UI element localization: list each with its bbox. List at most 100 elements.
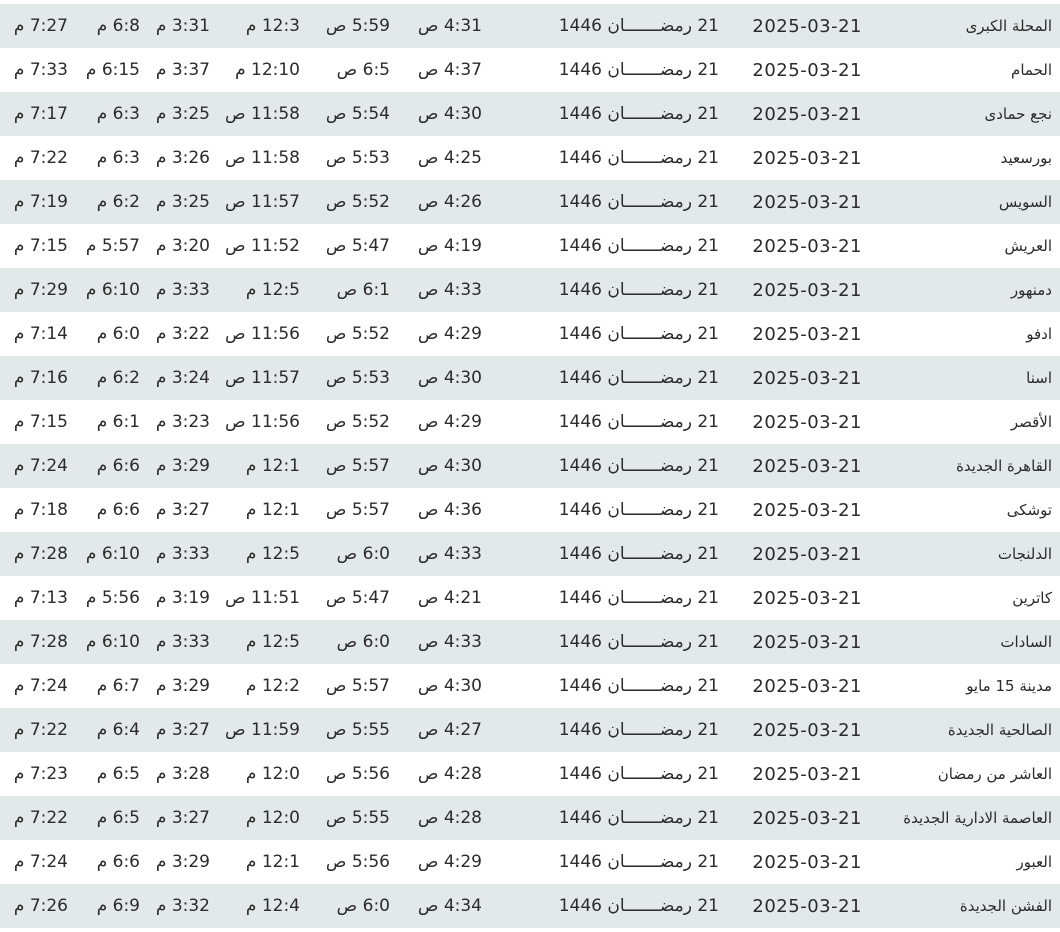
dhuhr-time-cell: 12:10 م (235, 60, 300, 80)
gregorian-date-cell: 2025-03-21 (752, 587, 862, 609)
maghrib-time-cell: 6:5 م (96, 764, 140, 784)
dhuhr-time-cell: 11:51 ص (225, 588, 300, 608)
maghrib-time-cell: 6:5 م (96, 808, 140, 828)
isha-time-cell: 7:13 م (13, 588, 68, 608)
dhuhr-time-cell: 11:56 ص (225, 324, 300, 344)
dhuhr-time-cell: 12:5 م (245, 544, 300, 564)
gregorian-date-cell: 2025-03-21 (752, 719, 862, 741)
maghrib-time-cell: 6:15 م (85, 60, 140, 80)
isha-time-cell: 7:28 م (13, 544, 68, 564)
city-cell: العريش (1004, 237, 1052, 255)
fajr-time-cell: 4:29 ص (417, 852, 482, 872)
dhuhr-time-cell: 11:57 ص (225, 192, 300, 212)
sunrise-time-cell: 6:5 ص (336, 60, 390, 80)
sunrise-time-cell: 5:52 ص (325, 324, 390, 344)
table-row: الصالحية الجديدة 2025-03-21 21 رمضـــــــا… (0, 708, 1060, 752)
hijri-date-cell: 21 رمضـــــــان 1446 (558, 456, 719, 476)
table-row: العاشر من رمضان 2025-03-21 21 رمضـــــــان… (0, 752, 1060, 796)
isha-time-cell: 7:22 م (13, 148, 68, 168)
asr-time-cell: 3:27 م (155, 720, 210, 740)
gregorian-date-cell: 2025-03-21 (752, 15, 862, 37)
dhuhr-time-cell: 12:0 م (245, 764, 300, 784)
table-row: المحلة الكبرى 2025-03-21 21 رمضـــــــان 1… (0, 4, 1060, 48)
city-cell: الأقصر (1010, 413, 1052, 431)
asr-time-cell: 3:20 م (155, 236, 210, 256)
fajr-time-cell: 4:28 ص (417, 808, 482, 828)
maghrib-time-cell: 6:1 م (96, 412, 140, 432)
fajr-time-cell: 4:34 ص (417, 896, 482, 916)
dhuhr-time-cell: 11:58 ص (225, 148, 300, 168)
city-cell: المحلة الكبرى (965, 17, 1052, 35)
gregorian-date-cell: 2025-03-21 (752, 103, 862, 125)
fajr-time-cell: 4:37 ص (417, 60, 482, 80)
asr-time-cell: 3:33 م (155, 280, 210, 300)
hijri-date-cell: 21 رمضـــــــان 1446 (558, 280, 719, 300)
isha-time-cell: 7:29 م (13, 280, 68, 300)
dhuhr-time-cell: 11:59 ص (225, 720, 300, 740)
gregorian-date-cell: 2025-03-21 (752, 411, 862, 433)
asr-time-cell: 3:22 م (155, 324, 210, 344)
sunrise-time-cell: 5:57 ص (325, 500, 390, 520)
gregorian-date-cell: 2025-03-21 (752, 455, 862, 477)
fajr-time-cell: 4:26 ص (417, 192, 482, 212)
gregorian-date-cell: 2025-03-21 (752, 675, 862, 697)
sunrise-time-cell: 5:52 ص (325, 192, 390, 212)
sunrise-time-cell: 5:55 ص (325, 720, 390, 740)
asr-time-cell: 3:37 م (155, 60, 210, 80)
gregorian-date-cell: 2025-03-21 (752, 763, 862, 785)
city-cell: العبور (1016, 853, 1053, 871)
fajr-time-cell: 4:30 ص (417, 676, 482, 696)
city-cell: مدينة 15 مايو (966, 677, 1052, 695)
asr-time-cell: 3:29 م (155, 456, 210, 476)
sunrise-time-cell: 6:1 ص (336, 280, 390, 300)
city-cell: الحمام (1011, 61, 1052, 79)
hijri-date-cell: 21 رمضـــــــان 1446 (558, 412, 719, 432)
asr-time-cell: 3:25 م (155, 104, 210, 124)
hijri-date-cell: 21 رمضـــــــان 1446 (558, 632, 719, 652)
isha-time-cell: 7:23 م (13, 764, 68, 784)
sunrise-time-cell: 5:55 ص (325, 808, 390, 828)
maghrib-time-cell: 6:2 م (96, 192, 140, 212)
sunrise-time-cell: 5:59 ص (325, 16, 390, 36)
dhuhr-time-cell: 12:1 م (245, 456, 300, 476)
city-cell: السادات (1000, 633, 1052, 651)
gregorian-date-cell: 2025-03-21 (752, 59, 862, 81)
isha-time-cell: 7:26 م (13, 896, 68, 916)
hijri-date-cell: 21 رمضـــــــان 1446 (558, 60, 719, 80)
maghrib-time-cell: 6:7 م (96, 676, 140, 696)
hijri-date-cell: 21 رمضـــــــان 1446 (558, 720, 719, 740)
sunrise-time-cell: 5:56 ص (325, 852, 390, 872)
asr-time-cell: 3:24 م (155, 368, 210, 388)
hijri-date-cell: 21 رمضـــــــان 1446 (558, 588, 719, 608)
isha-time-cell: 7:22 م (13, 720, 68, 740)
isha-time-cell: 7:24 م (13, 456, 68, 476)
fajr-time-cell: 4:33 ص (417, 544, 482, 564)
table-row: السويس 2025-03-21 21 رمضـــــــان 1446 4:26… (0, 180, 1060, 224)
city-cell: بورسعيد (1000, 149, 1052, 167)
dhuhr-time-cell: 12:0 م (245, 808, 300, 828)
gregorian-date-cell: 2025-03-21 (752, 543, 862, 565)
hijri-date-cell: 21 رمضـــــــان 1446 (558, 192, 719, 212)
table-row: اسنا 2025-03-21 21 رمضـــــــان 1446 4:30 ص… (0, 356, 1060, 400)
gregorian-date-cell: 2025-03-21 (752, 367, 862, 389)
dhuhr-time-cell: 11:57 ص (225, 368, 300, 388)
hijri-date-cell: 21 رمضـــــــان 1446 (558, 324, 719, 344)
table-row: ادفو 2025-03-21 21 رمضـــــــان 1446 4:29 ص… (0, 312, 1060, 356)
gregorian-date-cell: 2025-03-21 (752, 279, 862, 301)
dhuhr-time-cell: 12:5 م (245, 632, 300, 652)
table-row: الأقصر 2025-03-21 21 رمضـــــــان 1446 4:29… (0, 400, 1060, 444)
city-cell: اسنا (1026, 369, 1052, 387)
table-row: الدلنجات 2025-03-21 21 رمضـــــــان 1446 4:… (0, 532, 1060, 576)
gregorian-date-cell: 2025-03-21 (752, 323, 862, 345)
asr-time-cell: 3:33 م (155, 544, 210, 564)
asr-time-cell: 3:31 م (155, 16, 210, 36)
maghrib-time-cell: 6:10 م (85, 280, 140, 300)
gregorian-date-cell: 2025-03-21 (752, 807, 862, 829)
isha-time-cell: 7:33 م (13, 60, 68, 80)
fajr-time-cell: 4:27 ص (417, 720, 482, 740)
sunrise-time-cell: 5:54 ص (325, 104, 390, 124)
table-row: مدينة 15 مايو 2025-03-21 21 رمضـــــــان 1… (0, 664, 1060, 708)
city-cell: العاصمة الادارية الجديدة (903, 809, 1052, 827)
dhuhr-time-cell: 12:3 م (245, 16, 300, 36)
isha-time-cell: 7:15 م (13, 412, 68, 432)
